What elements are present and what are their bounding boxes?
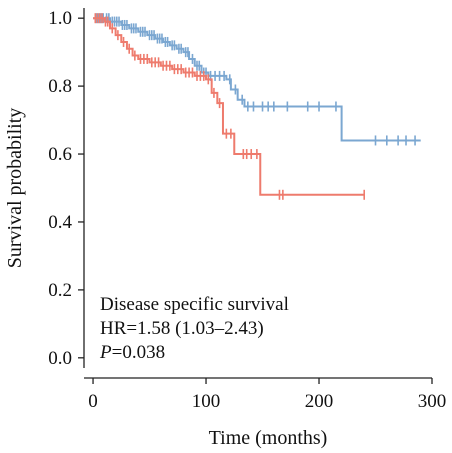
x-tick-label: 100 (192, 391, 221, 412)
survival-curves (93, 13, 421, 200)
chart-axes (83, 8, 432, 379)
y-tick-label: 1.0 (48, 8, 72, 29)
y-axis-ticks: 0.0 0.2 0.4 0.6 0.8 1.0 (48, 8, 84, 369)
y-tick-label: 0.8 (48, 76, 72, 97)
annotation-p-value: P=0.038 (99, 342, 165, 363)
survival-series-2 (93, 13, 366, 200)
x-axis-ticks: 0 100 200 300 (88, 378, 446, 412)
x-tick-label: 0 (88, 391, 98, 412)
y-tick-label: 0.2 (48, 280, 72, 301)
p-value: =0.038 (112, 342, 165, 363)
y-tick-label: 0.4 (48, 212, 72, 233)
survival-series-1 (93, 13, 421, 146)
x-tick-label: 300 (418, 391, 447, 412)
y-tick-label: 0.6 (48, 144, 72, 165)
annotation-title: Disease specific survival (100, 294, 289, 315)
y-axis-title: Survival probability (4, 108, 26, 269)
p-symbol: P (99, 342, 112, 363)
x-axis-title: Time (months) (209, 427, 328, 449)
y-tick-label: 0.0 (48, 348, 72, 369)
x-tick-label: 200 (305, 391, 334, 412)
stats-annotation: Disease specific survival HR=1.58 (1.03–… (99, 294, 289, 363)
annotation-hazard-ratio: HR=1.58 (1.03–2.43) (100, 318, 264, 339)
